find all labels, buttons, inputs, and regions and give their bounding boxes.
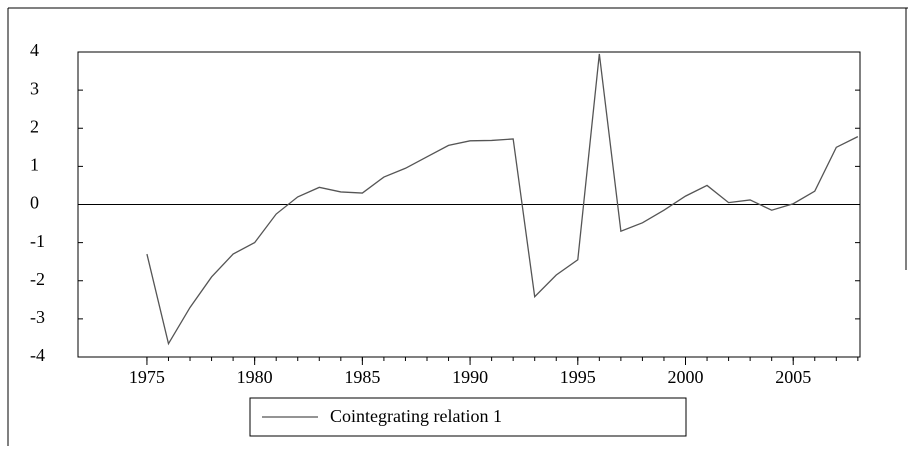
y-tick-label: 2 [30, 116, 39, 136]
y-tick-label: 1 [30, 155, 39, 175]
x-tick-label: 1995 [560, 367, 596, 387]
x-tick-label: 1990 [452, 367, 488, 387]
x-tick-label: 1980 [237, 367, 273, 387]
legend-label: Cointegrating relation 1 [330, 406, 502, 426]
y-tick-label: -2 [30, 269, 45, 289]
y-tick-label: 4 [30, 40, 39, 60]
y-tick-label: 3 [30, 78, 39, 98]
x-tick-label: 1975 [129, 367, 165, 387]
y-tick-label: -3 [30, 307, 45, 327]
y-tick-label: -4 [30, 345, 45, 365]
data-line [146, 53, 859, 346]
x-tick-label: 1985 [344, 367, 380, 387]
y-tick-label: -1 [30, 231, 45, 251]
x-tick-label: 2000 [668, 367, 704, 387]
x-tick-label: 2005 [775, 367, 811, 387]
y-tick-label: 0 [30, 193, 39, 213]
legend [249, 397, 687, 437]
